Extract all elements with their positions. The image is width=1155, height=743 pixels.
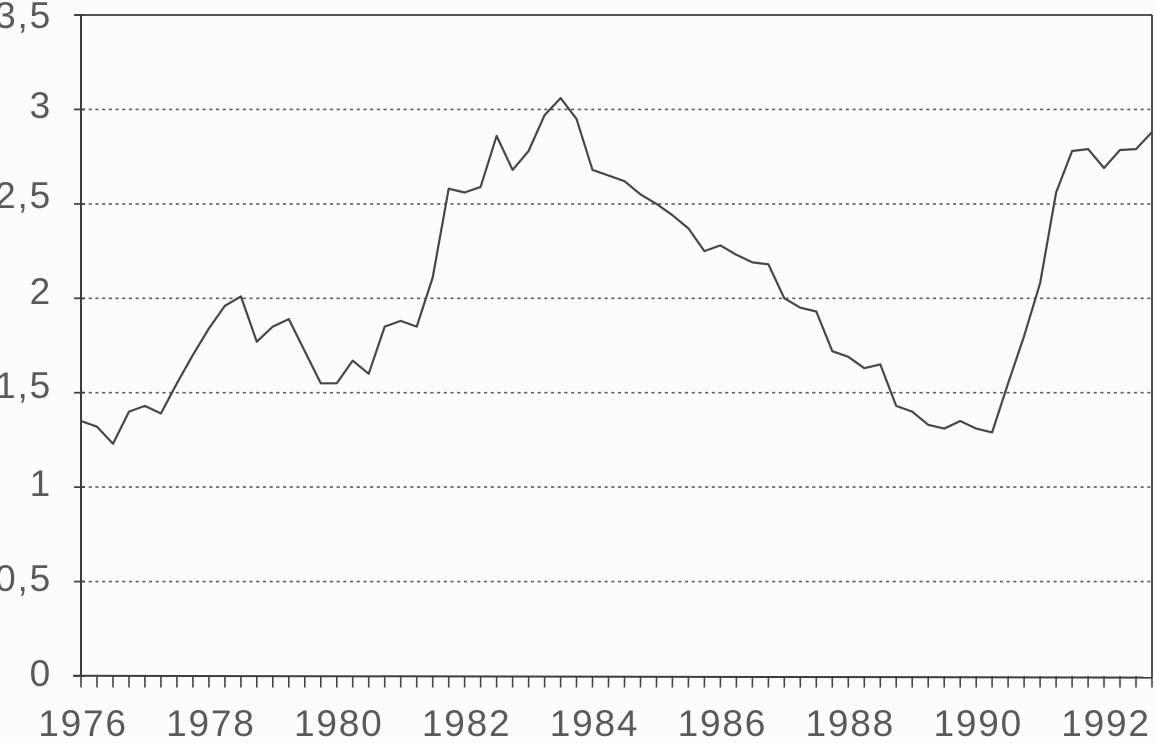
- svg-text:1980: 1980: [294, 703, 384, 738]
- svg-text:3: 3: [30, 85, 52, 126]
- svg-text:2,5: 2,5: [0, 175, 52, 216]
- svg-text:0: 0: [30, 653, 52, 694]
- svg-text:1984: 1984: [550, 703, 640, 738]
- svg-text:2: 2: [30, 271, 52, 312]
- svg-text:1978: 1978: [166, 703, 256, 738]
- svg-text:1976: 1976: [38, 703, 128, 738]
- svg-text:1990: 1990: [933, 703, 1023, 738]
- svg-text:1992: 1992: [1061, 703, 1151, 738]
- svg-text:1,5: 1,5: [0, 365, 52, 406]
- svg-text:1: 1: [30, 463, 52, 504]
- svg-text:1988: 1988: [806, 703, 896, 738]
- svg-text:1982: 1982: [422, 703, 512, 738]
- svg-text:1986: 1986: [678, 703, 768, 738]
- svg-text:0,5: 0,5: [0, 558, 52, 599]
- svg-text:3,5: 3,5: [0, 0, 52, 36]
